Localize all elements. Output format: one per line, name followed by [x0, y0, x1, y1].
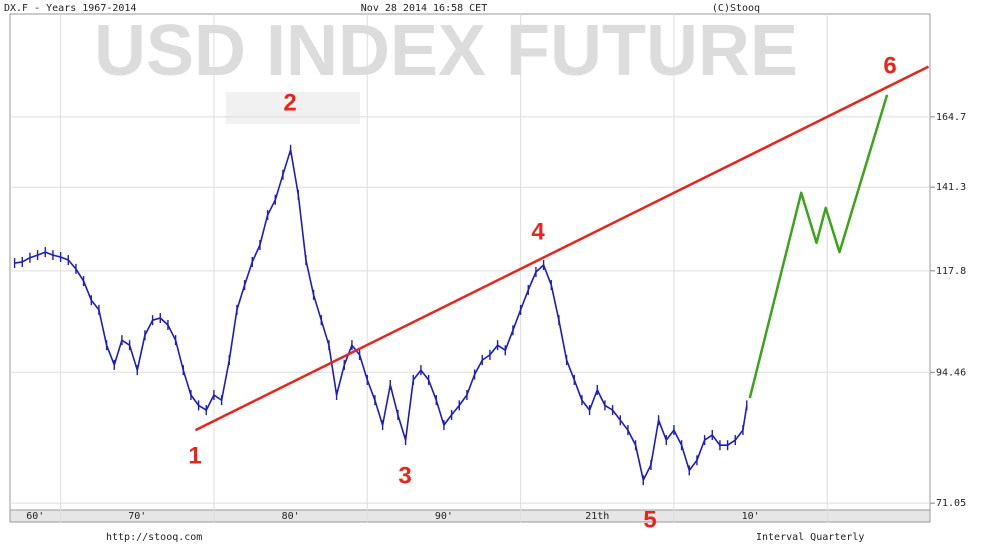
y-tick-label: 117.8 [936, 266, 966, 277]
x-tick-label: 21th [585, 511, 609, 522]
wave-label: 5 [643, 506, 656, 533]
y-tick-label: 94.46 [936, 367, 966, 378]
x-tick-label: 80' [282, 511, 300, 522]
x-tick-label: 60' [26, 511, 44, 522]
wave-label: 3 [398, 462, 411, 489]
watermark: USD INDEX FUTURE [94, 11, 798, 91]
trend-line [194, 65, 930, 432]
wave-label: 4 [531, 218, 545, 245]
x-tick-label: 70' [128, 511, 146, 522]
x-tick-label: 90' [435, 511, 453, 522]
x-tick-label: 10' [742, 511, 760, 522]
labels: 71.05 94.46 117.8 141.3 164.7 60' 70' 80' 90' 21t… [26, 52, 966, 533]
footer-right: Interval Quarterly [756, 532, 864, 543]
y-tick-label: 164.7 [936, 112, 966, 123]
wave-label: 6 [883, 52, 896, 79]
y-tick-label: 71.05 [936, 498, 966, 509]
footer-left: http://stooq.com [106, 532, 202, 543]
y-tick-label: 141.3 [936, 182, 966, 193]
projection-line [748, 94, 889, 399]
marks [13, 65, 930, 486]
header-center: Nov 28 2014 16:58 CET [361, 3, 487, 14]
wave-label: 2 [283, 89, 296, 116]
x-axis-strip [9, 509, 931, 523]
header-right: (C)Stooq [712, 3, 760, 14]
wave-label: 1 [188, 442, 201, 469]
header-left: DX.F - Years 1967-2014 [4, 3, 136, 14]
plot-area [9, 13, 931, 511]
label-highlight [226, 92, 360, 124]
grid [10, 14, 935, 522]
